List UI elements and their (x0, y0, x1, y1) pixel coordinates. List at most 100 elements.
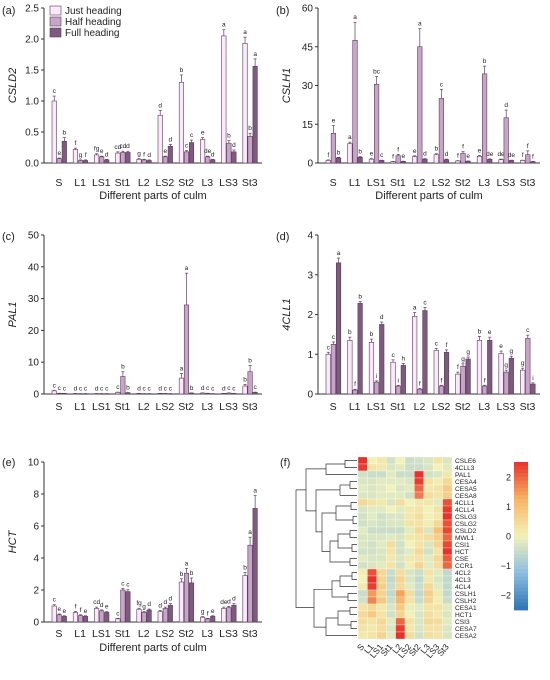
heatmap-cell (386, 456, 396, 465)
heatmap-cell (395, 484, 406, 493)
heatmap-cell (357, 456, 368, 465)
significance-letter: d (380, 314, 384, 321)
heatmap-cell (357, 505, 368, 514)
heatmap-cell (414, 610, 424, 619)
heatmap-cell (357, 603, 368, 612)
significance-letter: b (243, 564, 247, 571)
colorbar-segment (514, 528, 528, 533)
significance-letter: b (243, 376, 247, 383)
significance-letter: g (461, 356, 465, 363)
heatmap-cell (433, 519, 443, 528)
dendrogram-branch (325, 463, 345, 475)
heatmap-cell (386, 568, 396, 577)
x-tick-label: L1 (349, 177, 361, 189)
significance-letter: e (100, 148, 104, 155)
significance-letter: c (148, 386, 152, 393)
bar (226, 607, 232, 623)
significance-letter: b (190, 385, 194, 392)
significance-letter: b (180, 571, 184, 578)
bar (146, 160, 152, 164)
heatmap-cell (367, 589, 377, 598)
y-axis-title: HCT (7, 529, 19, 553)
panel-label: (f) (280, 457, 290, 469)
colorbar-segment (514, 569, 528, 574)
heatmap-cell (442, 456, 453, 465)
x-tick-label: St1 (390, 177, 406, 189)
significance-letter: e (499, 343, 503, 350)
colorbar-segment (514, 524, 528, 529)
panel-b-cslh1: (b)015304560CSLH1SfebL1aabLS1ebccSt1ffeL… (276, 4, 540, 202)
colorbar-segment (514, 502, 528, 507)
heatmap-cell (404, 477, 415, 486)
heatmap-cell (357, 582, 368, 591)
heatmap-cell (404, 568, 415, 577)
x-tick-label: St2 (178, 177, 194, 189)
heatmap-cell (404, 540, 415, 549)
heatmap-cell (386, 491, 396, 500)
colorbar-tick-label: −2 (501, 591, 511, 601)
heatmap-cell (442, 589, 453, 598)
heatmap-cell (414, 463, 424, 472)
heatmap-row-label: CSI3 (455, 619, 470, 626)
legend-label: Full heading (65, 28, 119, 39)
bar (210, 159, 216, 164)
bar (51, 605, 57, 623)
heatmap-cell (414, 596, 424, 605)
heatmap-cell (395, 624, 406, 633)
heatmap-cell (376, 477, 387, 486)
heatmap-cell (404, 463, 415, 472)
y-tick-label: 4 (33, 554, 39, 565)
heatmap-cell (367, 470, 377, 479)
significance-letter: c (190, 132, 194, 139)
heatmap-cell (433, 596, 443, 605)
colorbar-segment (514, 576, 528, 581)
dendrogram-branch (349, 558, 357, 566)
heatmap-cell (433, 631, 443, 640)
heatmap-cell (386, 477, 396, 486)
bar (221, 608, 227, 623)
significance-letter: e (211, 608, 215, 615)
heatmap-cell (395, 582, 406, 591)
heatmap-cell (423, 589, 434, 598)
heatmap-cell (357, 589, 368, 598)
bar (465, 160, 471, 164)
heatmap-cell (395, 491, 406, 500)
heatmap-cell (376, 512, 387, 521)
significance-letter: b (478, 328, 482, 335)
colorbar-segment (514, 517, 528, 522)
bar (115, 152, 121, 164)
heatmap-cell (414, 561, 424, 570)
x-tick-label: St3 (242, 177, 258, 189)
heatmap-cell (367, 484, 377, 493)
heatmap-cell (395, 596, 406, 605)
x-tick-label: S (330, 177, 337, 189)
heatmap-cell (442, 491, 453, 500)
bar (482, 73, 488, 164)
bar (247, 136, 253, 164)
significance-letter: c (332, 334, 336, 341)
heatmap-cell (395, 477, 406, 486)
significance-letter: d (158, 385, 162, 392)
bar (520, 160, 526, 164)
x-tick-label: L1 (74, 401, 86, 413)
heatmap-cell (376, 547, 387, 556)
bar (115, 392, 121, 395)
bar (357, 157, 363, 164)
heatmap-row-label: CSLH2 (455, 598, 477, 605)
colorbar-segment (514, 495, 528, 500)
bar (157, 114, 163, 164)
heatmap-cell (386, 533, 396, 542)
significance-letter: e (105, 604, 109, 611)
heatmap-row-label: CSLG2 (455, 521, 477, 528)
significance-letter: c (380, 152, 384, 159)
bar (94, 608, 100, 623)
heatmap-cell (357, 631, 368, 640)
dendrogram-branch (351, 544, 357, 552)
bar (125, 591, 131, 623)
bar (189, 582, 195, 623)
legend-label: Half heading (65, 17, 121, 28)
x-tick-label: L3 (201, 177, 213, 189)
heatmap-cell (386, 505, 396, 514)
y-axis-title: CSLH1 (281, 68, 293, 103)
